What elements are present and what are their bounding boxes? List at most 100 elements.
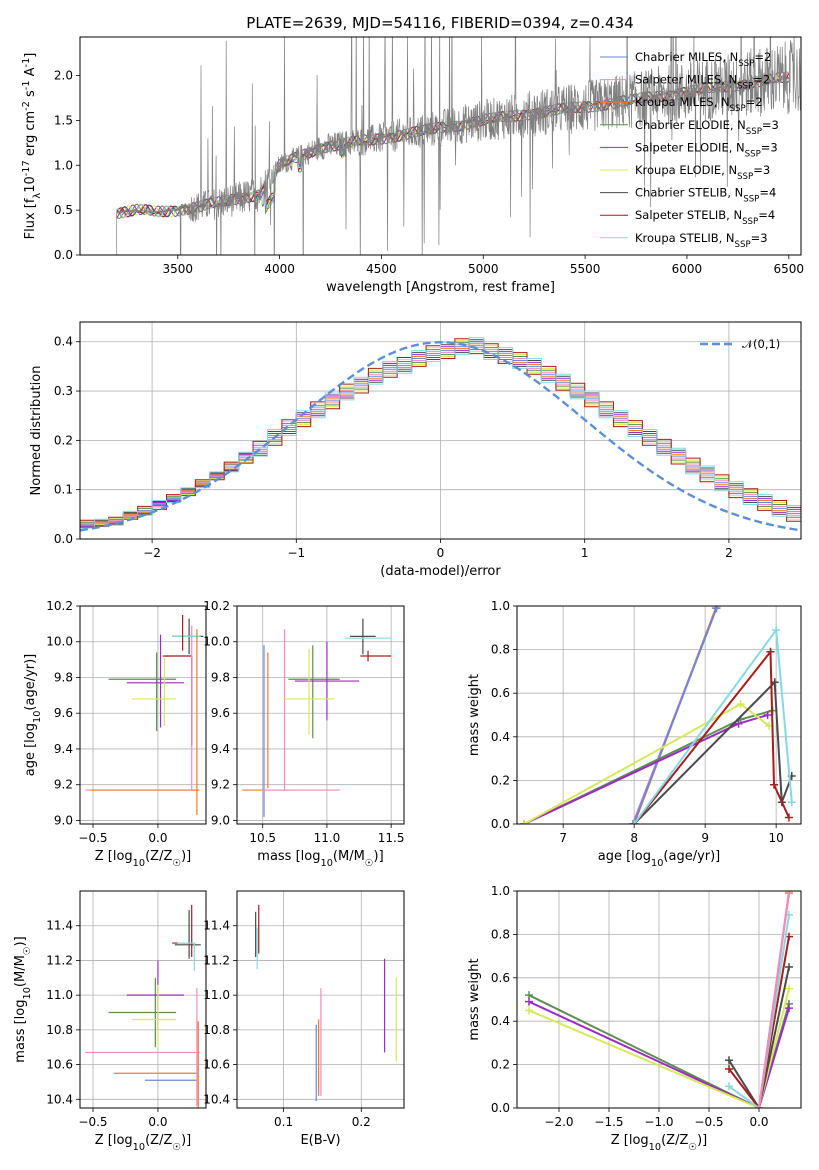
x-tick-label: 11.5 (378, 831, 405, 845)
plot-area-residual_histogram (80, 337, 801, 539)
x-tick-label: −2 (143, 546, 161, 560)
axes-mass_vs_Z: −0.5 0.0 10.4 10.6 10.8 11.0 11.2 11.4 Z [log10(… (13, 890, 207, 1153)
weight-line-salpeter-stelib (728, 936, 790, 1108)
x-tick-label: −1.5 (594, 1115, 623, 1129)
weight-marker (772, 625, 781, 634)
weight-marker (755, 1104, 763, 1108)
legend-label: Salpeter STELIB, NSSP=4 (635, 208, 775, 227)
weight-marker (785, 1004, 793, 1013)
weight-marker (712, 606, 721, 613)
axes-frame (236, 605, 405, 825)
grid-mass_vs_Z (80, 891, 206, 1108)
axes-weight_vs_Z: −2.0 −1.5 −1.0 −0.5 0.0 0.0 0.2 0.4 0.6 0.8 1.0 Z [… (467, 884, 802, 1153)
weight-line-chabrier-stelib (633, 680, 793, 824)
y-tick-label: 1.0 (491, 599, 510, 613)
x-tick-label: −0.5 (78, 831, 107, 845)
plot-area-weight_vs_Z (525, 891, 793, 1108)
y-tick-label: 11.4 (203, 919, 230, 933)
x-tick-label: 4500 (366, 262, 397, 276)
x-tick-label: −2.0 (544, 1115, 573, 1129)
x-tick-label: −0.5 (694, 1115, 723, 1129)
axes-frame (79, 605, 207, 825)
weight-marker (630, 820, 639, 824)
x-tick-label: 0.2 (352, 1115, 371, 1129)
y-tick-label: 0.6 (491, 686, 510, 700)
x-tick-label: 10 (769, 831, 784, 845)
axes-frame (79, 36, 802, 256)
legend-label: 𝒩(0,1) (742, 337, 780, 351)
legend-label: Kroupa MILES, NSSP=2 (635, 95, 763, 114)
x-tick-label: 0.1 (274, 1115, 293, 1129)
y-tick-label: 9.0 (54, 813, 73, 827)
y-tick-label: 0.2 (491, 1058, 510, 1072)
weight-line-chabrier-miles (632, 607, 718, 824)
weight-line-salpeter-stelib (633, 649, 790, 824)
legend-label: Salpeter MILES, NSSP=2 (635, 73, 770, 92)
y-tick-label: 0.1 (54, 483, 73, 497)
weight-line-kroupa-stelib (728, 914, 790, 1108)
histogram-legend: 𝒩(0,1) (700, 337, 780, 351)
normal-curve (80, 340, 801, 532)
x-tick-label: 4000 (264, 262, 295, 276)
plot-area-weight_vs_age (520, 606, 796, 824)
y-tick-label: 9.0 (211, 813, 230, 827)
x-tick-label: 10.5 (249, 831, 276, 845)
axes-frame (79, 890, 207, 1109)
weight-marker (725, 1064, 733, 1073)
y-tick-label: 0.3 (54, 384, 73, 398)
y-axis-label: mass weight (467, 674, 482, 756)
weight-marker (785, 984, 793, 993)
weight-line-salpeter-miles (758, 891, 790, 1108)
x-tick-label: 6500 (774, 262, 805, 276)
weight-marker (725, 1082, 733, 1091)
axes-mass_vs_ebv: 0.1 0.2 10.4 10.6 10.8 11.0 11.2 11.4 E(B-V) (203, 890, 405, 1148)
weight-marker (725, 1056, 733, 1065)
axes-frame (516, 890, 802, 1109)
plot-area-spectrum (116, 37, 801, 255)
weight-marker (525, 997, 533, 1006)
y-tick-label: 9.8 (211, 670, 230, 684)
weight-marker (785, 891, 793, 895)
x-axis-label: age [log10(age/yr)] (598, 849, 721, 869)
y-tick-label: 0.4 (491, 1014, 510, 1028)
y-axis-label: mass [log10(M/M☉)] (13, 936, 33, 1062)
legend-label: Chabrier STELIB, NSSP=4 (635, 186, 776, 205)
model-spectrum-kroupa-stelib (116, 71, 790, 219)
x-tick-label: 0.0 (148, 831, 167, 845)
y-tick-label: 10.4 (46, 1092, 73, 1106)
y-tick-label: 9.4 (54, 742, 73, 756)
y-tick-label: 2.0 (54, 69, 73, 83)
grid-weight_vs_Z (517, 890, 801, 1109)
y-tick-label: 0.5 (54, 203, 73, 217)
y-tick-label: 0.0 (54, 532, 73, 546)
x-tick-label: 11.0 (314, 831, 341, 845)
x-axis-label: mass [log10(M/M☉)] (257, 849, 383, 869)
x-tick-label: −1 (287, 546, 305, 560)
y-tick-label: 11.2 (203, 953, 230, 967)
weight-marker (787, 798, 796, 807)
axes-frame (516, 605, 802, 825)
y-tick-label: 10.6 (203, 1058, 230, 1072)
x-tick-label: 9 (701, 831, 709, 845)
y-tick-label: 9.8 (54, 670, 73, 684)
x-tick-label: 7 (559, 831, 567, 845)
x-axis-label: Z [log10(Z/Z☉)] (95, 1133, 192, 1153)
x-tick-label: 0 (437, 546, 445, 560)
y-tick-label: 0.2 (491, 773, 510, 787)
weight-line-chabrier-stelib (728, 966, 790, 1108)
y-tick-label: 11.0 (203, 988, 230, 1002)
y-tick-label: 10.0 (46, 635, 73, 649)
y-tick-label: 11.0 (46, 988, 73, 1002)
y-tick-label: 9.6 (211, 706, 230, 720)
y-tick-label: 10.6 (46, 1058, 73, 1072)
y-tick-label: 0.2 (54, 433, 73, 447)
y-tick-label: 1.0 (491, 884, 510, 898)
y-axis-label: mass weight (467, 958, 482, 1040)
y-axis-label: Normed distribution (29, 366, 44, 496)
x-tick-label: 5500 (570, 262, 601, 276)
x-tick-label: 3500 (162, 262, 193, 276)
plot-area-age_vs_mass (242, 618, 392, 817)
weight-marker (766, 647, 775, 656)
x-tick-label: 2 (725, 546, 733, 560)
